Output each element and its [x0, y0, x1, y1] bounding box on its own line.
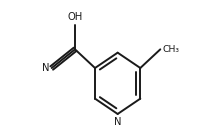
Text: OH: OH — [67, 12, 83, 22]
Text: N: N — [114, 117, 121, 127]
Text: CH₃: CH₃ — [162, 45, 179, 54]
Text: N: N — [42, 63, 50, 73]
